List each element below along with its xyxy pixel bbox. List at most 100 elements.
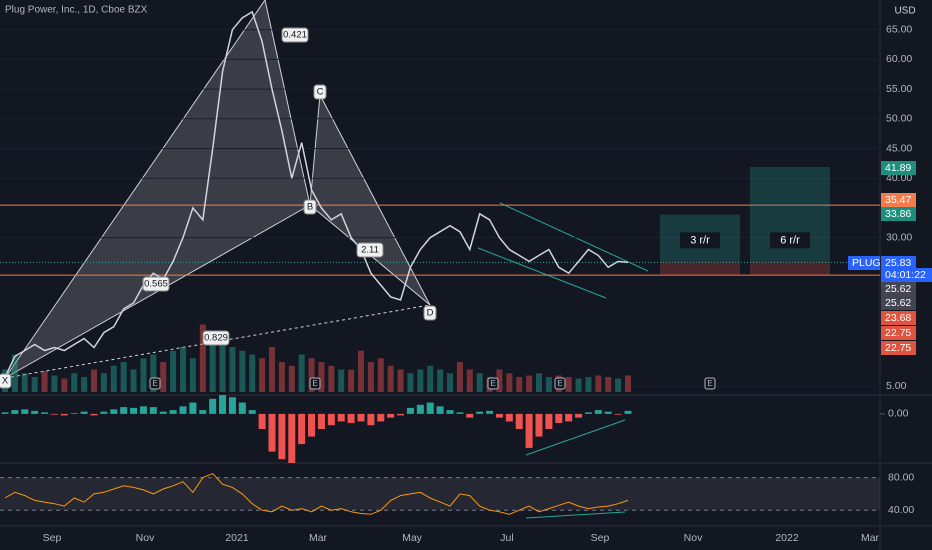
- y-tick-label: 50.00: [886, 113, 912, 125]
- volume-bar: [397, 369, 404, 392]
- macd-bar: [327, 413, 335, 426]
- macd-bar: [535, 413, 543, 437]
- volume-bar: [110, 365, 117, 392]
- price-tag-bg: [881, 207, 916, 221]
- pattern-label-bg: [356, 242, 384, 258]
- macd-bar: [179, 406, 187, 414]
- price-tag-bg: [881, 296, 916, 310]
- macd-bar: [525, 413, 533, 448]
- volume-bar: [476, 373, 483, 392]
- macd-bar: [466, 413, 474, 418]
- volume-bar: [595, 375, 602, 392]
- divergence-line: [525, 511, 626, 519]
- volume-bar: [219, 332, 226, 392]
- macd-bar: [11, 410, 19, 414]
- macd-bar: [139, 406, 147, 414]
- price-tag-bg: [881, 341, 916, 355]
- pattern-label-bg: [313, 84, 327, 100]
- price-tag: 33.86: [885, 208, 911, 220]
- macd-bar: [584, 412, 592, 414]
- macd-bar: [189, 402, 197, 414]
- y-tick-label: 0.00: [888, 408, 909, 420]
- price-tag: 35.47: [885, 194, 911, 206]
- macd-bar: [288, 413, 296, 463]
- volume-bar: [71, 373, 78, 392]
- volume-bar: [170, 350, 177, 392]
- volume-bar: [437, 369, 444, 392]
- macd-bar: [387, 413, 395, 418]
- price-tag: 25.62: [885, 297, 911, 309]
- position-loss: [660, 262, 740, 276]
- volume-bar: [189, 358, 196, 392]
- macd-bar: [100, 411, 108, 414]
- macd-bar: [278, 413, 286, 460]
- price-tag: 22.75: [885, 327, 911, 339]
- x-tick-label: Nov: [136, 532, 155, 544]
- volume-bar: [209, 339, 216, 392]
- macd-bar: [31, 410, 39, 414]
- volume-bar: [120, 362, 127, 392]
- macd-bar: [258, 413, 266, 429]
- y-tick-label: 40.00: [888, 504, 914, 516]
- price-tag: 25.62: [885, 283, 911, 295]
- macd-bar: [209, 398, 217, 414]
- volume-bar: [229, 347, 236, 392]
- currency: USD: [894, 6, 915, 17]
- earnings-marker-bg: [309, 377, 321, 390]
- macd-bar: [575, 413, 583, 418]
- volume-bar: [239, 350, 246, 392]
- volume-bar: [456, 362, 463, 392]
- earnings-marker-bg: [704, 377, 716, 390]
- x-tick-label: 2021: [225, 532, 249, 544]
- rsi-band: [0, 477, 880, 511]
- position-loss: [750, 262, 830, 276]
- price-tag: 23.68: [885, 312, 911, 324]
- pattern-label: B: [307, 202, 313, 213]
- volume-bar: [180, 347, 186, 392]
- macd-bar: [120, 407, 128, 414]
- macd-bar: [317, 413, 325, 429]
- macd-bar: [80, 411, 88, 414]
- ticker-tag-bg: [848, 256, 880, 270]
- macd-bar: [159, 411, 167, 414]
- macd-bar: [238, 402, 246, 414]
- macd-bar: [446, 410, 454, 414]
- earnings-marker-bg: [149, 377, 161, 390]
- volume-bar: [516, 377, 523, 392]
- ticker-tag: PLUG: [852, 257, 881, 269]
- x-tick-label: Jul: [500, 532, 513, 544]
- pattern-label: X: [2, 376, 9, 387]
- y-tick-label: 5.00: [886, 380, 907, 392]
- volume-bar: [269, 347, 275, 392]
- price-line: [4, 10, 629, 378]
- macd-bar: [555, 413, 563, 423]
- volume-bar: [338, 369, 345, 392]
- macd-bar: [130, 407, 138, 414]
- volume-bar: [496, 369, 503, 392]
- pattern-label: 2.11: [361, 245, 379, 256]
- macd-bar: [486, 410, 494, 414]
- earnings-marker: E: [490, 379, 495, 388]
- volume-bar: [11, 354, 18, 392]
- price-tag: 41.89: [885, 162, 911, 174]
- x-tick-label: 2022: [775, 532, 799, 544]
- macd-bar: [337, 413, 345, 422]
- volume-bar: [377, 358, 384, 392]
- volume-bar: [367, 362, 374, 392]
- volume-bar: [575, 378, 582, 392]
- price-tag-bg: [881, 161, 916, 175]
- macd-bar: [565, 413, 573, 422]
- pattern-label: 0.829: [204, 333, 228, 344]
- x-tick-label: Mar: [309, 532, 328, 544]
- pattern-label-bg: [281, 27, 309, 43]
- earnings-marker: E: [152, 379, 157, 388]
- macd-bar: [169, 410, 177, 414]
- pattern-label-bg: [142, 276, 170, 292]
- volume-bar: [545, 377, 552, 392]
- price-tag-bg: [881, 311, 916, 325]
- volume-bar: [565, 377, 572, 392]
- macd-bar: [90, 413, 98, 416]
- price-tag-bg: [881, 193, 916, 207]
- position-label: 3 r/r: [690, 234, 710, 246]
